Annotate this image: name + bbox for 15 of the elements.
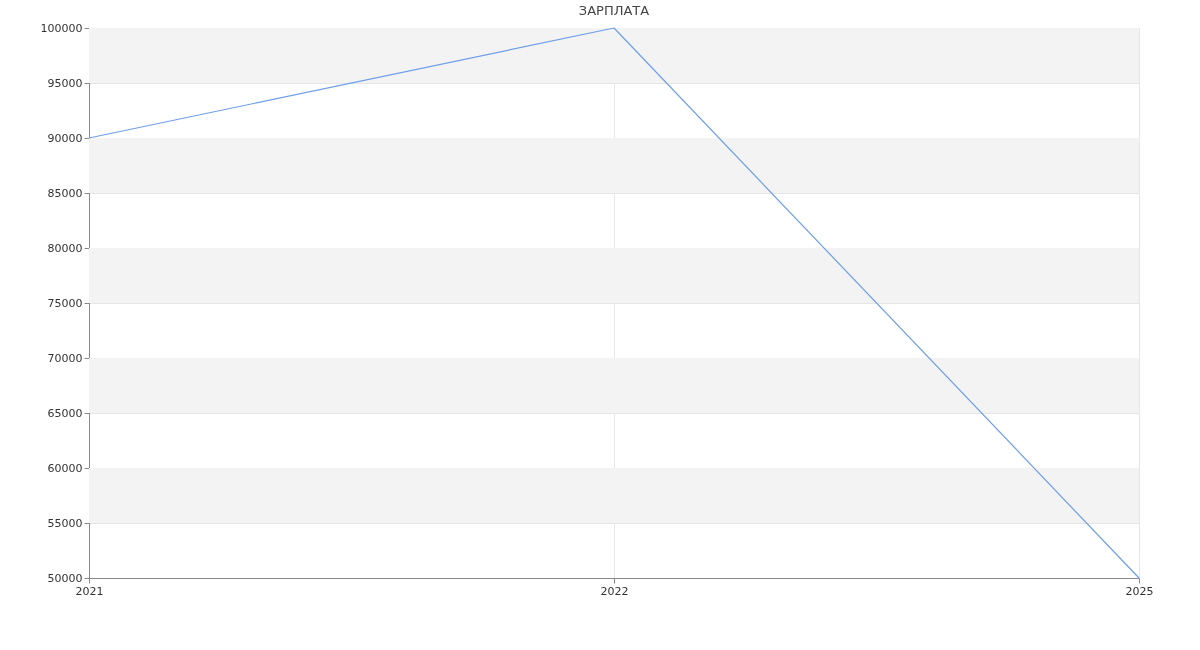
- y-tick-label: 80000: [47, 241, 83, 255]
- y-tick-label: 85000: [47, 186, 83, 200]
- y-tick-label: 95000: [47, 76, 83, 90]
- chart-title: ЗАРПЛАТА: [578, 3, 650, 18]
- y-tick-label: 100000: [40, 21, 83, 35]
- x-tick-label: 2025: [1125, 584, 1154, 598]
- y-tick-label: 65000: [47, 406, 83, 420]
- y-tick-label: 90000: [47, 131, 83, 145]
- x-tick-label: 2021: [75, 584, 104, 598]
- y-tick-label: 60000: [47, 461, 83, 475]
- y-tick-label: 55000: [47, 516, 83, 530]
- y-tick-label: 70000: [47, 351, 83, 365]
- y-tick-label: 75000: [47, 296, 83, 310]
- x-tick-label: 2022: [600, 584, 629, 598]
- y-tick-label: 50000: [47, 571, 83, 585]
